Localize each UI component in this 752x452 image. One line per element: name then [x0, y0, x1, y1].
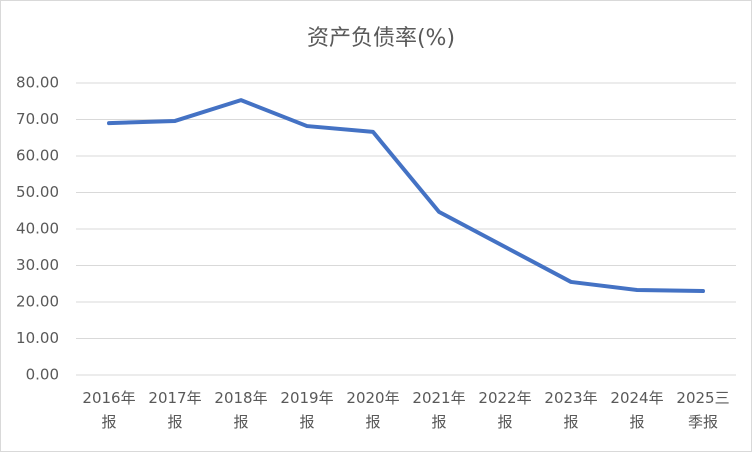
x-tick-label: 2019年报: [280, 389, 334, 431]
x-tick-label: 2017年报: [148, 389, 202, 431]
x-tick-label: 2018年报: [214, 389, 268, 431]
x-tick-label: 2020年报: [346, 389, 400, 431]
data-line: [107, 98, 705, 294]
y-tick-label: 70.00: [16, 110, 59, 128]
y-tick-label: 50.00: [16, 183, 59, 201]
x-tick-label: 2024年报: [610, 389, 664, 431]
x-tick-label: 2021年报: [412, 389, 466, 431]
chart-title: 资产负债率(%): [307, 26, 455, 51]
y-tick-label: 20.00: [16, 293, 59, 311]
y-tick-label: 40.00: [16, 220, 59, 238]
y-tick-label: 30.00: [16, 256, 59, 274]
x-tick-label: 2022年报: [478, 389, 532, 431]
x-tick-label: 2025三季报: [676, 389, 730, 431]
y-tick-label: 60.00: [16, 147, 59, 165]
y-tick-label: 10.00: [16, 329, 59, 347]
y-tick-label: 80.00: [16, 74, 59, 92]
y-tick-label: 0.00: [26, 366, 59, 384]
x-tick-label: 2023年报: [544, 389, 598, 431]
x-tick-label: 2016年报: [82, 389, 136, 431]
